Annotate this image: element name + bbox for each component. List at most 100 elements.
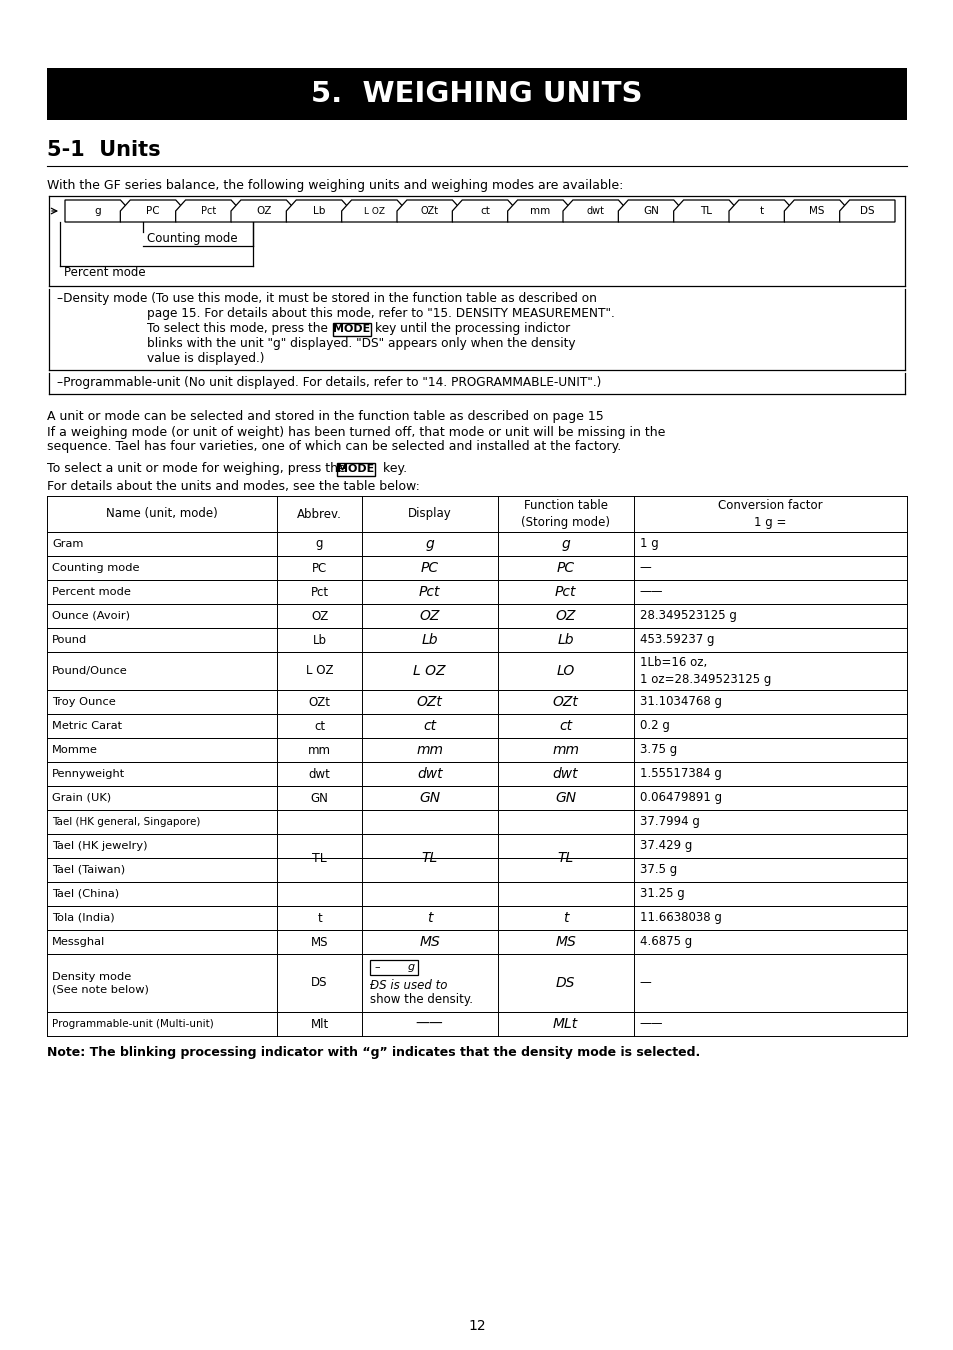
- Text: 5.  WEIGHING UNITS: 5. WEIGHING UNITS: [311, 80, 642, 108]
- Text: TL: TL: [312, 852, 327, 864]
- Text: OZt: OZt: [309, 695, 331, 709]
- Text: dwt: dwt: [309, 768, 330, 780]
- Text: blinks with the unit "g" displayed. "DS" appears only when the density: blinks with the unit "g" displayed. "DS"…: [147, 338, 575, 350]
- Polygon shape: [286, 200, 352, 221]
- Text: ——: ——: [639, 586, 662, 598]
- Text: OZ: OZ: [419, 609, 439, 622]
- Text: dwt: dwt: [586, 207, 604, 216]
- Text: value is displayed.): value is displayed.): [147, 352, 264, 365]
- Text: ct: ct: [423, 720, 436, 733]
- Text: Lb: Lb: [421, 633, 437, 647]
- Text: 5-1  Units: 5-1 Units: [47, 140, 160, 161]
- Text: Tael (HK jewelry): Tael (HK jewelry): [52, 841, 148, 850]
- Polygon shape: [120, 200, 186, 221]
- Text: Percent mode: Percent mode: [52, 587, 131, 597]
- Text: Tola (India): Tola (India): [52, 913, 114, 923]
- Polygon shape: [728, 200, 794, 221]
- Text: 4.6875 g: 4.6875 g: [639, 936, 691, 949]
- Text: Density mode
(See note below): Density mode (See note below): [52, 972, 149, 995]
- Polygon shape: [452, 200, 517, 221]
- Text: OZt: OZt: [552, 695, 578, 709]
- Text: MS: MS: [419, 936, 439, 949]
- Polygon shape: [839, 200, 894, 221]
- Text: GN: GN: [642, 207, 659, 216]
- Text: 1 g: 1 g: [639, 537, 658, 551]
- Text: 37.5 g: 37.5 g: [639, 864, 676, 876]
- Text: 11.6638038 g: 11.6638038 g: [639, 911, 720, 925]
- Text: Tael (Taiwan): Tael (Taiwan): [52, 865, 125, 875]
- Text: Pct: Pct: [311, 586, 329, 598]
- Text: 453.59237 g: 453.59237 g: [639, 633, 713, 647]
- Text: ct: ct: [314, 720, 325, 733]
- Polygon shape: [618, 200, 683, 221]
- Text: TL: TL: [700, 207, 712, 216]
- Text: OZt: OZt: [416, 695, 442, 709]
- Text: —: —: [639, 562, 651, 575]
- Text: Messghal: Messghal: [52, 937, 105, 946]
- Polygon shape: [562, 200, 628, 221]
- Text: t: t: [317, 911, 322, 925]
- Text: g: g: [425, 537, 434, 551]
- Text: Function table
(Storing mode): Function table (Storing mode): [520, 500, 609, 529]
- Text: A unit or mode can be selected and stored in the function table as described on : A unit or mode can be selected and store…: [47, 410, 603, 423]
- Text: 12: 12: [468, 1319, 485, 1332]
- Text: Mlt: Mlt: [310, 1018, 329, 1030]
- Text: dwt: dwt: [552, 767, 578, 782]
- Text: GN: GN: [418, 791, 439, 805]
- Text: LO: LO: [556, 664, 574, 678]
- Text: page 15. For details about this mode, refer to "15. DENSITY MEASUREMENT".: page 15. For details about this mode, re…: [147, 306, 614, 320]
- Text: 0.2 g: 0.2 g: [639, 720, 669, 733]
- Text: DS: DS: [556, 976, 575, 990]
- Text: ĐS is used to: ĐS is used to: [370, 979, 447, 992]
- Text: Pct: Pct: [200, 207, 215, 216]
- Text: 37.429 g: 37.429 g: [639, 840, 691, 852]
- Text: t: t: [759, 207, 763, 216]
- Text: Pct: Pct: [555, 585, 576, 599]
- Text: 31.1034768 g: 31.1034768 g: [639, 695, 720, 709]
- Text: Tael (HK general, Singapore): Tael (HK general, Singapore): [52, 817, 200, 828]
- Text: mm: mm: [530, 207, 550, 216]
- Text: To select this mode, press the: To select this mode, press the: [147, 323, 332, 335]
- Text: GN: GN: [555, 791, 576, 805]
- Text: 31.25 g: 31.25 g: [639, 887, 683, 900]
- Text: –: –: [375, 963, 380, 972]
- Text: L OZ: L OZ: [363, 207, 384, 216]
- Polygon shape: [783, 200, 849, 221]
- Text: MODE: MODE: [337, 464, 375, 474]
- Text: Pennyweight: Pennyweight: [52, 769, 125, 779]
- Polygon shape: [65, 200, 131, 221]
- Text: If a weighing mode (or unit of weight) has been turned off, that mode or unit wi: If a weighing mode (or unit of weight) h…: [47, 427, 664, 439]
- Text: To select a unit or mode for weighing, press the: To select a unit or mode for weighing, p…: [47, 462, 350, 475]
- Text: Tael (China): Tael (China): [52, 890, 119, 899]
- Text: mm: mm: [416, 743, 443, 757]
- Text: MS: MS: [808, 207, 824, 216]
- Text: Counting mode: Counting mode: [147, 232, 237, 244]
- FancyBboxPatch shape: [47, 68, 906, 120]
- Text: t: t: [427, 911, 432, 925]
- Text: TL: TL: [557, 850, 573, 865]
- Text: –Programmable-unit (No unit displayed. For details, refer to "14. PROGRAMMABLE-U: –Programmable-unit (No unit displayed. F…: [57, 377, 600, 389]
- Text: 0.06479891 g: 0.06479891 g: [639, 791, 720, 805]
- FancyBboxPatch shape: [336, 463, 375, 477]
- Text: show the density.: show the density.: [370, 994, 473, 1006]
- FancyBboxPatch shape: [370, 960, 417, 975]
- Text: Ounce (Avoir): Ounce (Avoir): [52, 612, 130, 621]
- Text: GN: GN: [311, 791, 328, 805]
- Text: Gram: Gram: [52, 539, 83, 549]
- FancyBboxPatch shape: [333, 323, 371, 336]
- Text: PC: PC: [556, 562, 574, 575]
- Polygon shape: [231, 200, 296, 221]
- Text: mm: mm: [308, 744, 331, 756]
- Text: 1Lb=16 oz,
1 oz=28.349523125 g: 1Lb=16 oz, 1 oz=28.349523125 g: [639, 656, 770, 686]
- Text: MLt: MLt: [553, 1017, 578, 1031]
- Text: key.: key.: [378, 462, 407, 475]
- Text: —: —: [639, 976, 651, 990]
- Text: DS: DS: [859, 207, 874, 216]
- Text: 1.55517384 g: 1.55517384 g: [639, 768, 720, 780]
- Text: DS: DS: [311, 976, 328, 990]
- Text: –Density mode (To use this mode, it must be stored in the function table as desc: –Density mode (To use this mode, it must…: [57, 292, 597, 305]
- Text: g: g: [560, 537, 569, 551]
- Polygon shape: [396, 200, 462, 221]
- Text: PC: PC: [146, 207, 160, 216]
- Text: Display: Display: [407, 508, 451, 521]
